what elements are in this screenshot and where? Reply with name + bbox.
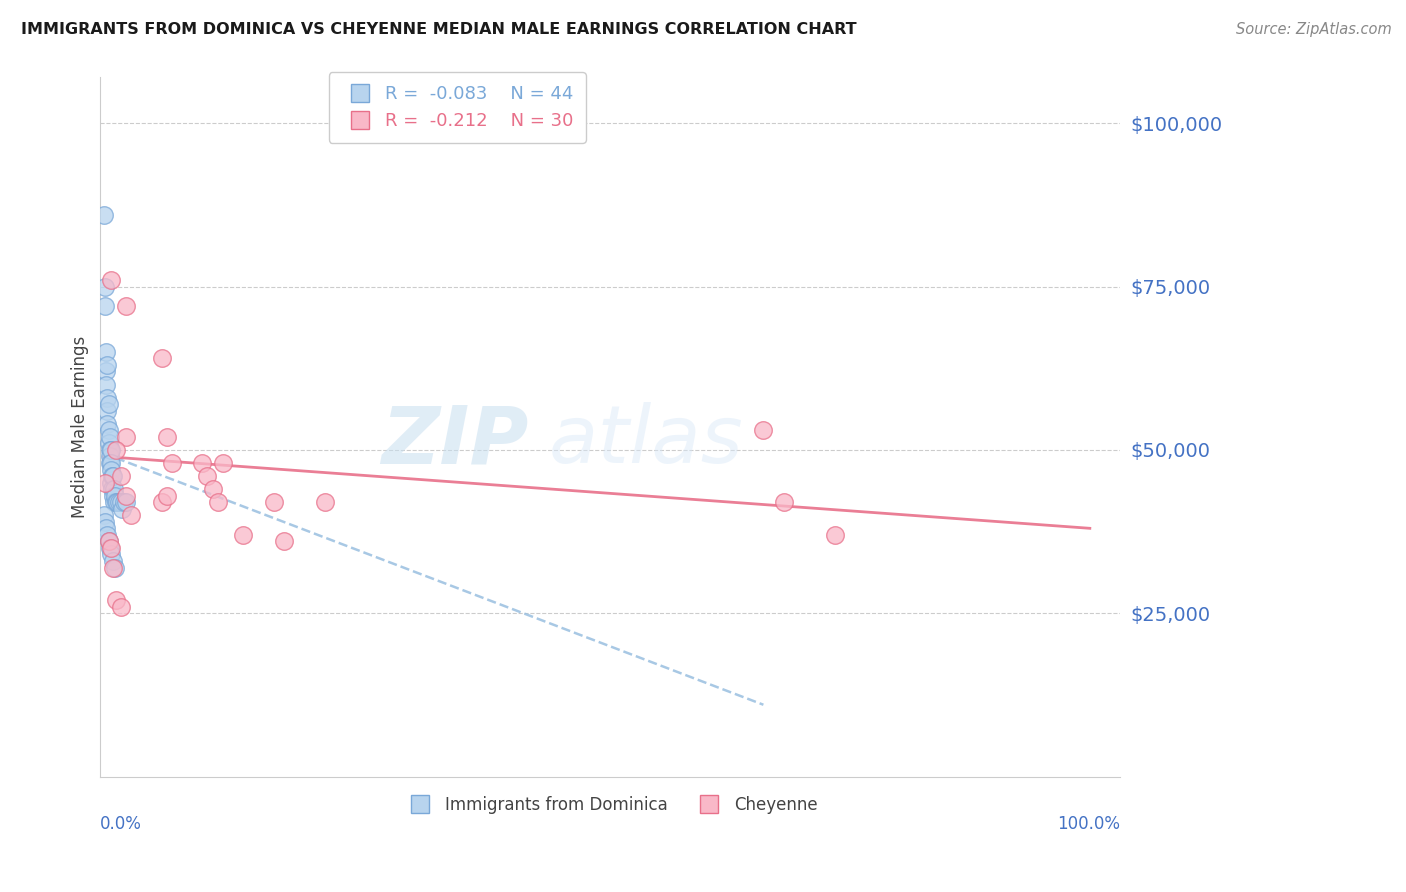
- Point: [772, 495, 794, 509]
- Point: [232, 528, 254, 542]
- Text: 0.0%: 0.0%: [100, 815, 142, 833]
- Point: [103, 482, 125, 496]
- Point: [93, 208, 115, 222]
- Legend: Immigrants from Dominica, Cheyenne: Immigrants from Dominica, Cheyenne: [396, 789, 824, 821]
- Point: [98, 430, 121, 444]
- Point: [97, 534, 120, 549]
- Point: [96, 521, 118, 535]
- Text: IMMIGRANTS FROM DOMINICA VS CHEYENNE MEDIAN MALE EARNINGS CORRELATION CHART: IMMIGRANTS FROM DOMINICA VS CHEYENNE MED…: [21, 22, 856, 37]
- Point: [96, 377, 118, 392]
- Point: [94, 475, 117, 490]
- Point: [273, 534, 295, 549]
- Point: [97, 534, 120, 549]
- Point: [101, 469, 124, 483]
- Point: [100, 456, 122, 470]
- Point: [96, 364, 118, 378]
- Point: [191, 456, 214, 470]
- Point: [96, 417, 118, 431]
- Point: [97, 397, 120, 411]
- Point: [156, 430, 179, 444]
- Point: [100, 482, 122, 496]
- Point: [101, 560, 124, 574]
- Text: atlas: atlas: [550, 402, 744, 480]
- Point: [112, 495, 135, 509]
- Point: [104, 442, 127, 457]
- Point: [207, 495, 229, 509]
- Point: [314, 495, 336, 509]
- Point: [98, 442, 121, 457]
- Point: [104, 495, 127, 509]
- Point: [101, 554, 124, 568]
- Point: [156, 489, 179, 503]
- Point: [94, 279, 117, 293]
- Point: [211, 456, 233, 470]
- Point: [101, 489, 124, 503]
- Point: [100, 548, 122, 562]
- Point: [104, 560, 127, 574]
- Point: [96, 528, 118, 542]
- Point: [98, 450, 121, 464]
- Point: [100, 442, 122, 457]
- Point: [115, 430, 138, 444]
- Point: [160, 456, 183, 470]
- Point: [103, 495, 125, 509]
- Text: ZIP: ZIP: [381, 402, 529, 480]
- Point: [96, 391, 118, 405]
- Point: [110, 469, 132, 483]
- Point: [107, 495, 129, 509]
- Point: [98, 456, 121, 470]
- Point: [100, 475, 122, 490]
- Point: [93, 508, 115, 523]
- Point: [150, 495, 173, 509]
- Point: [94, 299, 117, 313]
- Point: [824, 528, 846, 542]
- Point: [97, 436, 120, 450]
- Point: [100, 273, 122, 287]
- Point: [97, 423, 120, 437]
- Point: [100, 462, 122, 476]
- Point: [96, 358, 118, 372]
- Point: [96, 403, 118, 417]
- Point: [100, 541, 122, 555]
- Point: [110, 495, 132, 509]
- Point: [263, 495, 285, 509]
- Point: [94, 515, 117, 529]
- Text: 100.0%: 100.0%: [1057, 815, 1121, 833]
- Point: [110, 599, 132, 614]
- Point: [104, 593, 127, 607]
- Point: [96, 344, 118, 359]
- Point: [98, 541, 121, 555]
- Point: [197, 469, 219, 483]
- Point: [120, 508, 142, 523]
- Point: [111, 501, 134, 516]
- Y-axis label: Median Male Earnings: Median Male Earnings: [72, 336, 89, 518]
- Point: [105, 495, 128, 509]
- Point: [115, 495, 138, 509]
- Point: [752, 423, 775, 437]
- Point: [100, 469, 122, 483]
- Point: [150, 351, 173, 366]
- Text: Source: ZipAtlas.com: Source: ZipAtlas.com: [1236, 22, 1392, 37]
- Point: [115, 299, 138, 313]
- Point: [104, 489, 127, 503]
- Point: [201, 482, 224, 496]
- Point: [115, 489, 138, 503]
